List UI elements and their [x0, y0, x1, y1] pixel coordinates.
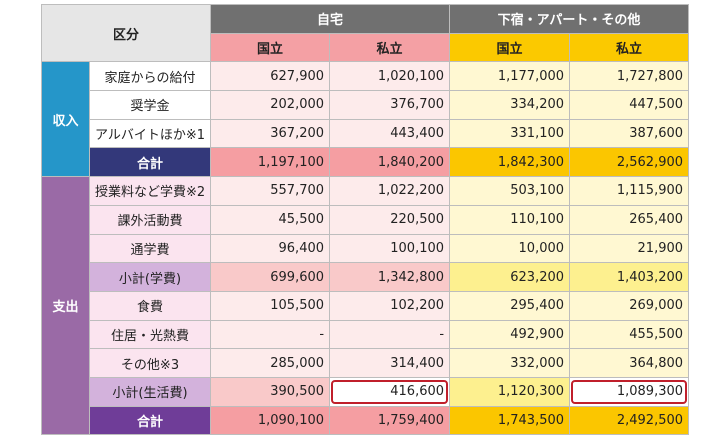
cell-value: 334,200 [449, 90, 571, 120]
table-row: 支出 授業料など学費※2 557,700 1,022,200 503,100 1… [41, 176, 690, 435]
cell-value: 503,100 [449, 176, 571, 206]
boarding-header: 下宿・アパート・その他 [449, 4, 690, 34]
cell-value: 1,020,100 [329, 61, 451, 92]
cell-value: 627,900 [210, 61, 331, 92]
cell-value: 1,840,200 [329, 147, 451, 178]
expense-section-label: 支出 [41, 176, 90, 435]
income-section-label: 収入 [41, 61, 90, 178]
cell-value: 1,177,000 [449, 61, 571, 92]
table-row: 食費 105,500 102,200 295,400 269,000 [42, 290, 690, 321]
cell-value: 364,800 [569, 348, 690, 378]
cell-value: 455,500 [569, 319, 690, 350]
cell-value: 265,400 [569, 204, 690, 235]
total-label: 合計 [88, 405, 212, 435]
row-label: 授業料など学費※2 [88, 176, 212, 206]
table-row: 課外活動費 45,500 220,500 110,100 265,400 [42, 204, 690, 235]
cell-value: 2,492,500 [569, 405, 690, 435]
subtotal-row: 小計(学費) 699,600 1,342,800 623,200 1,403,2… [42, 262, 690, 292]
table-row: アルバイトほか※1 367,200 443,400 331,100 387,60… [42, 118, 690, 149]
cell-value: 21,900 [569, 233, 690, 264]
expense-table: 区分 自宅 下宿・アパート・その他 国立 私立 国立 私立 収入 家庭からの給付… [40, 3, 690, 435]
home-private-header: 私立 [329, 32, 451, 63]
boarding-private-header: 私立 [569, 32, 690, 63]
cell-value: 105,500 [210, 290, 331, 321]
cell-value: 1,120,300 [449, 376, 571, 407]
cell-value: 492,900 [449, 319, 571, 350]
cell-value: 387,600 [569, 118, 690, 149]
cell-value: 1,403,200 [569, 262, 690, 292]
cell-value: 96,400 [210, 233, 331, 264]
table-row: 奨学金 202,000 376,700 334,200 447,500 [42, 90, 690, 120]
row-label: 課外活動費 [88, 204, 212, 235]
cell-value: 1,115,900 [569, 176, 690, 206]
home-header: 自宅 [210, 4, 451, 34]
cell-value: 102,200 [329, 290, 451, 321]
cell-value: 1,727,800 [569, 61, 690, 92]
highlighted-cell-value: 1,089,300 [569, 376, 690, 407]
total-label: 合計 [88, 147, 212, 178]
cell-value: 10,000 [449, 233, 571, 264]
cell-value: 557,700 [210, 176, 331, 206]
boarding-national-header: 国立 [449, 32, 571, 63]
highlighted-cell-value: 416,600 [329, 376, 451, 407]
cell-value: 699,600 [210, 262, 331, 292]
table-row: その他※3 285,000 314,400 332,000 364,800 [42, 348, 690, 378]
header-row-1: 区分 自宅 下宿・アパート・その他 [40, 3, 690, 63]
cell-value: 1,743,500 [449, 405, 571, 435]
cell-value: 376,700 [329, 90, 451, 120]
row-label: 住居・光熱費 [88, 319, 212, 350]
row-label: アルバイトほか※1 [88, 118, 212, 149]
table-row: 収入 家庭からの給付 627,900 1,020,100 1,177,000 1… [41, 61, 690, 178]
cell-value: 1,842,300 [449, 147, 571, 178]
row-label: 小計(学費) [88, 262, 212, 292]
cell-value: 45,500 [210, 204, 331, 235]
cell-value: 220,500 [329, 204, 451, 235]
cell-value: 331,100 [449, 118, 571, 149]
cell-value: 1,197,100 [210, 147, 331, 178]
row-label: 家庭からの給付 [88, 61, 212, 92]
cell-value: 295,400 [449, 290, 571, 321]
cell-value: 390,500 [210, 376, 331, 407]
cell-value: 447,500 [569, 90, 690, 120]
header-row-2: 国立 私立 国立 私立 [42, 32, 690, 63]
table-row: 住居・光熱費 - - 492,900 455,500 [42, 319, 690, 350]
cell-value: 100,100 [329, 233, 451, 264]
cell-value: 623,200 [449, 262, 571, 292]
row-label: 食費 [88, 290, 212, 321]
cell-value: 367,200 [210, 118, 331, 149]
row-label: 奨学金 [88, 90, 212, 120]
cell-value: 1,022,200 [329, 176, 451, 206]
cell-value: 1,759,400 [329, 405, 451, 435]
table-row: 通学費 96,400 100,100 10,000 21,900 [42, 233, 690, 264]
subtotal-row: 小計(生活費) 390,500 416,600 1,120,300 1,089,… [42, 376, 690, 407]
home-national-header: 国立 [210, 32, 331, 63]
cell-value: 1,090,100 [210, 405, 331, 435]
row-label: 小計(生活費) [88, 376, 212, 407]
cell-value: 110,100 [449, 204, 571, 235]
cell-value: - [329, 319, 451, 350]
row-label: その他※3 [88, 348, 212, 378]
income-total-row: 合計 1,197,100 1,840,200 1,842,300 2,562,9… [42, 147, 690, 178]
cell-value: 2,562,900 [569, 147, 690, 178]
cell-value: 202,000 [210, 90, 331, 120]
cell-value: 1,342,800 [329, 262, 451, 292]
category-header: 区分 [40, 3, 212, 63]
cell-value: 332,000 [449, 348, 571, 378]
cell-value: 269,000 [569, 290, 690, 321]
cell-value: 314,400 [329, 348, 451, 378]
cell-value: 285,000 [210, 348, 331, 378]
cell-value: 443,400 [329, 118, 451, 149]
cell-value: - [210, 319, 331, 350]
row-label: 通学費 [88, 233, 212, 264]
expense-total-row: 合計 1,090,100 1,759,400 1,743,500 2,492,5… [42, 405, 690, 435]
